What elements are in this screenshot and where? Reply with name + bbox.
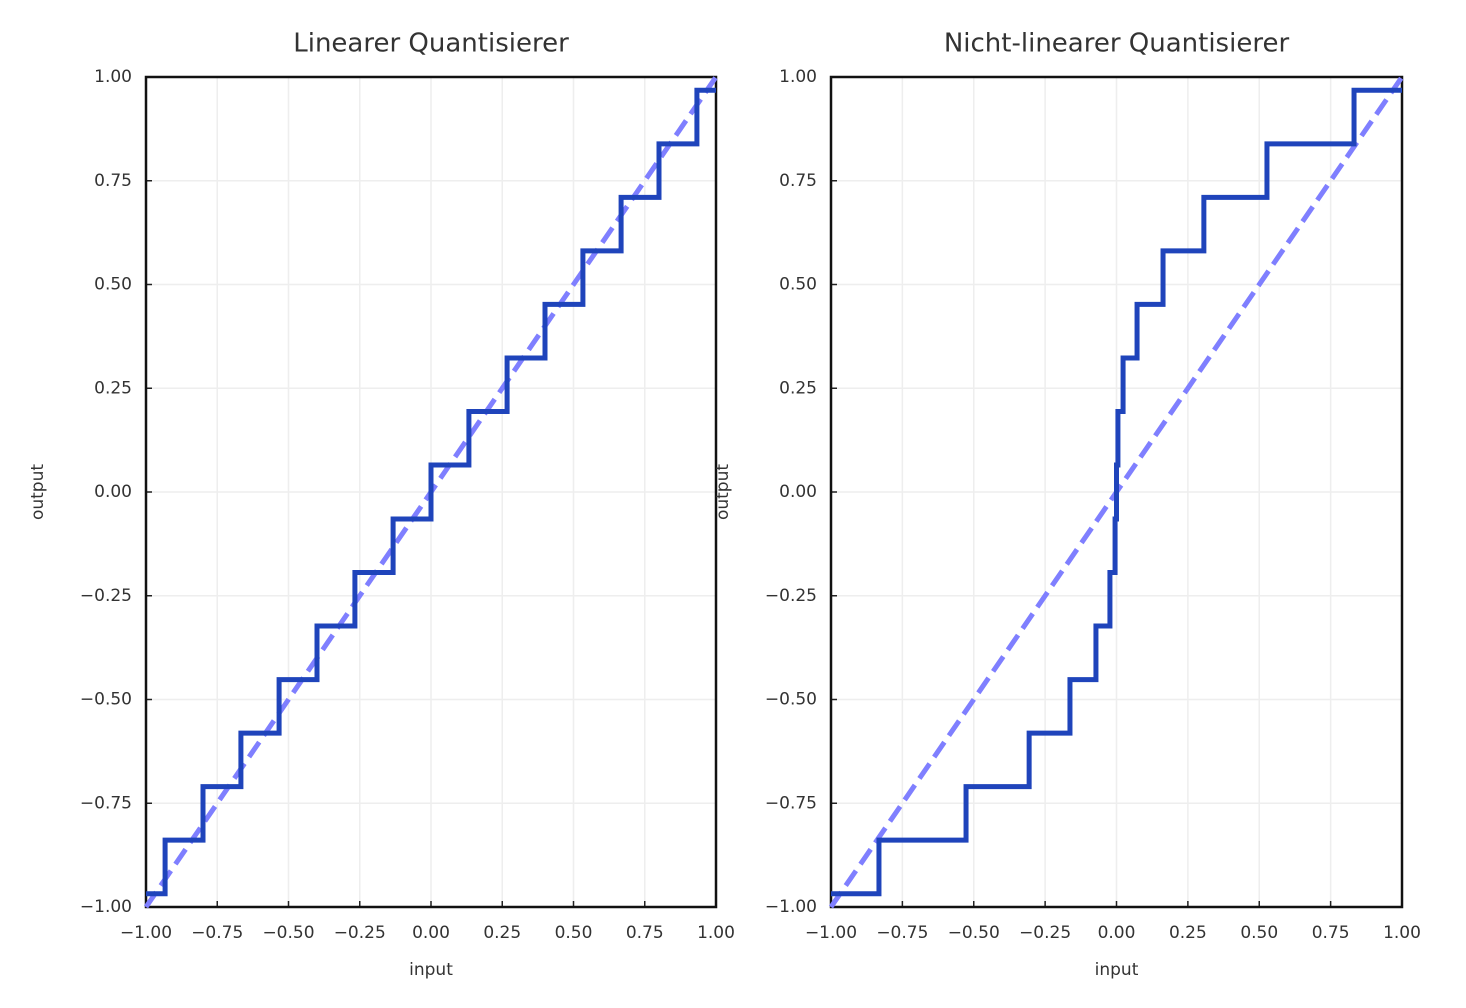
y-tick-label: −0.25: [80, 586, 132, 606]
y-tick-label: 1.00: [779, 67, 817, 87]
x-axis-label: input: [1095, 960, 1139, 980]
chart-title: Nicht-linearer Quantisierer: [944, 29, 1290, 59]
y-tick-label: −0.50: [765, 690, 817, 710]
x-tick-label: 0.25: [483, 923, 521, 943]
y-tick-label: −1.00: [80, 897, 132, 917]
x-tick-label: 1.00: [1383, 923, 1421, 943]
y-tick-label: −0.75: [80, 793, 132, 813]
y-tick-label: 0.50: [94, 275, 132, 295]
plot-area: [829, 75, 1404, 909]
y-tick-label: −0.75: [765, 793, 817, 813]
x-tick-label: −1.00: [120, 923, 172, 943]
x-tick-label: −0.50: [948, 923, 1000, 943]
y-tick-label: 0.25: [779, 378, 817, 398]
x-tick-label: 0.50: [555, 923, 593, 943]
y-tick-label: −1.00: [765, 897, 817, 917]
x-tick-label: 0.50: [1240, 923, 1278, 943]
y-tick-label: 0.75: [94, 171, 132, 191]
x-tick-label: 1.00: [697, 923, 735, 943]
x-axis-label: input: [409, 960, 453, 980]
x-tick-label: −0.25: [1019, 923, 1071, 943]
x-tick-label: −0.25: [334, 923, 386, 943]
x-tick-label: −0.75: [191, 923, 243, 943]
y-tick-label: −0.50: [80, 690, 132, 710]
step-line: [146, 87, 716, 897]
y-tick-label: 1.00: [94, 67, 132, 87]
y-tick-label: 0.00: [779, 482, 817, 502]
plot-area: [144, 75, 718, 909]
x-tick-label: 0.75: [1312, 923, 1350, 943]
x-tick-label: −0.50: [262, 923, 314, 943]
x-tick-label: 0.25: [1169, 923, 1207, 943]
x-tick-label: 0.75: [626, 923, 664, 943]
y-tick-label: 0.75: [779, 171, 817, 191]
y-tick-label: −0.25: [765, 586, 817, 606]
y-tick-label: 0.25: [94, 378, 132, 398]
step-line: [831, 87, 1402, 897]
x-tick-label: −0.75: [876, 923, 928, 943]
y-tick-label: 0.00: [94, 482, 132, 502]
x-tick-label: −1.00: [805, 923, 857, 943]
chart-title: Linearer Quantisierer: [293, 29, 569, 59]
y-tick-label: 0.50: [779, 275, 817, 295]
y-axis-label: output: [28, 464, 48, 520]
x-tick-label: 0.00: [1098, 923, 1136, 943]
y-axis-label: output: [713, 464, 733, 520]
x-tick-label: 0.00: [412, 923, 450, 943]
